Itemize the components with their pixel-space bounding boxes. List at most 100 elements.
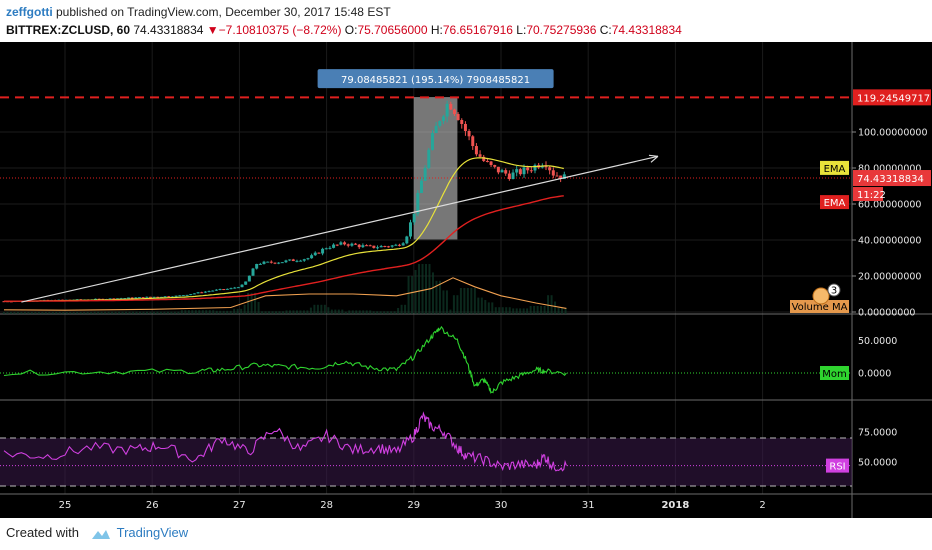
volume-bar [268, 311, 271, 314]
time-axis-label: 25 [59, 500, 72, 511]
resistance-price-label: 119.24549717 [857, 93, 930, 104]
author-link[interactable]: zeffgotti [6, 5, 53, 19]
volume-bar [435, 280, 438, 314]
volume-bar [351, 310, 354, 314]
volume-bar [257, 302, 260, 314]
countdown-label: 11:22 [857, 190, 886, 201]
candle-body [412, 213, 416, 223]
time-axis[interactable]: 25 26 27 28 29 30 31 2018 2 [59, 500, 766, 511]
ema-slow-line [4, 195, 564, 302]
candle-body [163, 296, 167, 298]
volume-bar [149, 311, 152, 314]
candle-body [361, 245, 365, 248]
candle-body [229, 288, 233, 290]
volume-bar [452, 295, 455, 314]
volume-bar [72, 311, 75, 314]
momentum-pane[interactable]: Mom [0, 325, 852, 394]
candle-body [222, 289, 226, 291]
volume-bar [121, 311, 124, 314]
volume-bar [264, 311, 267, 314]
candle-body [148, 296, 152, 298]
volume-bar [90, 311, 93, 314]
candle-body [141, 297, 145, 299]
volume-bar [79, 311, 82, 314]
volume-bar [37, 311, 40, 314]
symbol-line: BITTREX:ZCLUSD, 60 74.43318834 ▼−7.10810… [6, 23, 682, 37]
candle-body [75, 299, 79, 301]
candle-body [518, 169, 522, 175]
publish-info: published on TradingView.com, December 3… [56, 5, 391, 19]
volume-bar [550, 295, 553, 314]
volume-bar [411, 276, 414, 314]
candle-body [189, 294, 193, 296]
rsi-band-fill [0, 438, 852, 486]
tradingview-link[interactable]: TradingView [116, 525, 189, 540]
volume-bar [83, 311, 86, 314]
volume-bar [261, 311, 264, 314]
candle-body [332, 244, 336, 248]
volume-bar [421, 264, 424, 314]
volume-bar [107, 311, 110, 314]
candle-body [97, 298, 101, 300]
candle-body [507, 173, 511, 180]
last-price: 74.43318834 [133, 23, 204, 37]
chart-area[interactable]: 79.08485821 (195.14%) 7908485821 EMA EMA Vo… [0, 42, 932, 518]
candle-body [247, 275, 251, 282]
candle-body [203, 291, 207, 293]
volume-bar [243, 304, 246, 314]
volume-bar [418, 264, 421, 314]
events-flag-icon[interactable] [812, 287, 830, 305]
events-count: 3 [831, 286, 837, 297]
volume-bar [362, 310, 365, 314]
candle-body [419, 180, 423, 194]
symbol-title[interactable]: BITTREX:ZCLUSD, 60 [6, 23, 131, 37]
volume-bar [194, 310, 197, 314]
candle-body [225, 288, 229, 290]
time-axis-label: 2 [759, 500, 765, 511]
volume-bar [145, 311, 148, 314]
volume-bar [247, 292, 250, 314]
candle-body [233, 287, 237, 289]
price-change: −7.10810375 (−8.72%) [218, 23, 342, 37]
volume-bar [505, 307, 508, 314]
volume-bar [316, 304, 319, 314]
volume-bar [58, 311, 61, 314]
volume-bar [13, 311, 16, 314]
candle-body [255, 264, 259, 269]
candle-body [408, 222, 412, 237]
candle-body [266, 261, 270, 263]
candle-body [269, 261, 273, 263]
volume-bar [278, 311, 281, 314]
rsi-tag [826, 458, 849, 473]
volume-bar [205, 310, 208, 314]
open-label: O: [344, 23, 358, 37]
down-arrow-icon: ▼ [206, 23, 219, 37]
volume-bar [369, 310, 372, 314]
volume-bar [459, 288, 462, 314]
high-value: 76.65167916 [442, 23, 513, 37]
volume-bar [250, 292, 253, 314]
volume-bar [201, 310, 204, 314]
volume-bar [222, 310, 225, 314]
price-axis-label: 80.00000000 [858, 164, 921, 175]
rsi-pane[interactable]: RSI [0, 411, 852, 487]
volume-bar [355, 310, 358, 314]
candle-body [405, 236, 409, 244]
volume-bar [288, 310, 291, 314]
volume-bar [240, 308, 243, 314]
candle-body [504, 170, 508, 174]
candle-body [328, 247, 332, 249]
time-axis-label: 28 [320, 500, 333, 511]
candle-body [156, 296, 160, 298]
volume-bar [463, 288, 466, 314]
volume-bar [271, 311, 274, 314]
momentum-tag [820, 366, 849, 380]
candle-body [277, 262, 281, 264]
volume-bar [491, 302, 494, 314]
price-axis[interactable]: 0.00000000 20.00000000 40.00000000 60.00000… [852, 89, 931, 469]
price-pane[interactable]: 79.08485821 (195.14%) 7908485821 EMA EMA Vo… [0, 69, 852, 314]
volume-bar [400, 304, 403, 314]
trendline[interactable] [21, 155, 659, 303]
volume-bar [44, 311, 47, 314]
volume-bar [215, 310, 218, 314]
